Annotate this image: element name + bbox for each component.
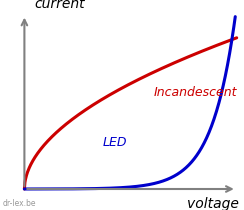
Text: dr-lex.be: dr-lex.be [2, 199, 36, 208]
Text: voltage: voltage [187, 197, 239, 210]
Text: LED: LED [102, 136, 127, 149]
Text: Incandescent: Incandescent [154, 86, 237, 99]
Text: current: current [34, 0, 85, 10]
